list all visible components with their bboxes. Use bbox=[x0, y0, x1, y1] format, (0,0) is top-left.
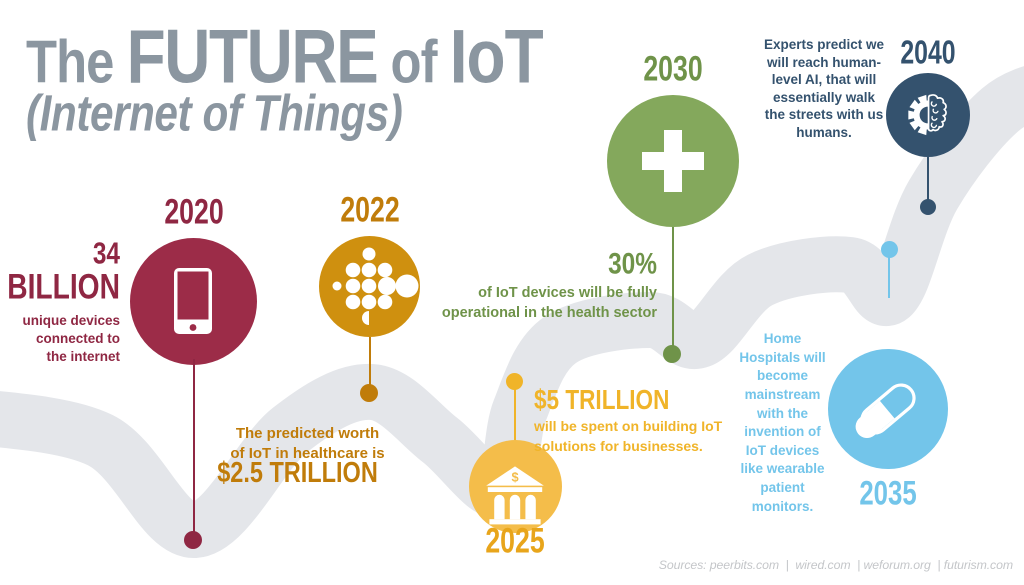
svg-text:$: $ bbox=[511, 470, 518, 485]
